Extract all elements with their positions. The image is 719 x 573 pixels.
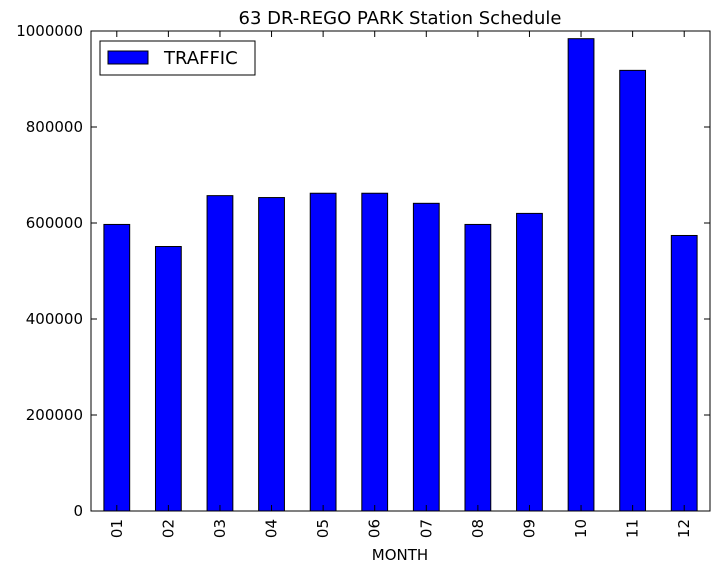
y-tick-label: 400000 bbox=[26, 310, 83, 328]
bar-07 bbox=[412, 202, 440, 512]
x-tick-label: 08 bbox=[469, 519, 487, 538]
chart-title: 63 DR-REGO PARK Station Schedule bbox=[239, 8, 562, 29]
x-tick-label: 01 bbox=[108, 519, 126, 538]
x-tick-label: 11 bbox=[624, 519, 642, 538]
bar-08 bbox=[464, 223, 492, 512]
plot-frame bbox=[90, 30, 711, 512]
bar-11 bbox=[619, 69, 647, 512]
bar-02 bbox=[154, 246, 182, 512]
bar-06 bbox=[361, 192, 389, 512]
bar-12 bbox=[670, 234, 698, 512]
x-axis-label: MONTH bbox=[372, 546, 428, 564]
bar-09 bbox=[516, 212, 543, 512]
y-tick-label: 0 bbox=[73, 502, 83, 520]
y-axis: 0 200000 400000 600000 800000 1000000 bbox=[16, 22, 710, 520]
x-tick-label: 10 bbox=[572, 519, 590, 538]
bar-01 bbox=[103, 223, 131, 512]
bar-04 bbox=[258, 197, 285, 512]
bars-layer bbox=[103, 38, 698, 512]
x-tick-label: 07 bbox=[417, 519, 435, 538]
x-tick-label: 03 bbox=[211, 519, 229, 538]
x-axis: 01 02 03 04 05 06 07 08 09 10 11 12 bbox=[108, 31, 693, 538]
bar-10 bbox=[567, 38, 595, 512]
x-tick-label: 02 bbox=[159, 519, 177, 538]
y-tick-label: 200000 bbox=[26, 406, 83, 424]
bar-05 bbox=[309, 192, 337, 512]
legend-swatch-traffic bbox=[107, 50, 149, 65]
y-tick-label: 600000 bbox=[26, 214, 83, 232]
x-tick-label: 12 bbox=[675, 519, 693, 538]
x-tick-label: 06 bbox=[366, 519, 384, 538]
bar-03 bbox=[206, 195, 234, 512]
legend-label-traffic: TRAFFIC bbox=[163, 48, 238, 69]
x-tick-label: 09 bbox=[520, 519, 538, 538]
legend: TRAFFIC bbox=[99, 40, 256, 76]
x-tick-label: 05 bbox=[314, 519, 332, 538]
x-tick-label: 04 bbox=[263, 519, 281, 538]
y-tick-label: 1000000 bbox=[16, 22, 83, 40]
y-tick-label: 800000 bbox=[26, 118, 83, 136]
